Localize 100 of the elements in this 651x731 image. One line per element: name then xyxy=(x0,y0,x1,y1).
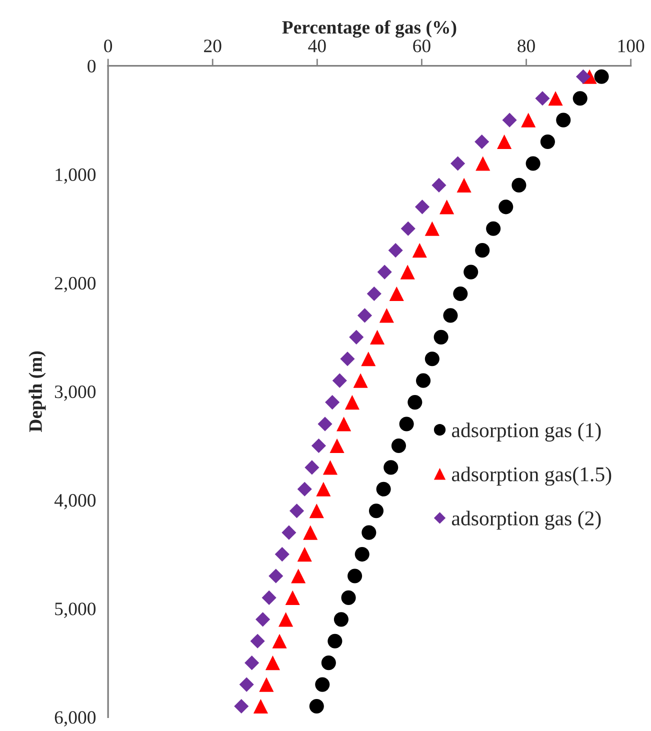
point xyxy=(250,634,265,648)
point xyxy=(309,504,324,518)
point xyxy=(576,69,591,84)
point xyxy=(512,178,526,192)
point xyxy=(556,112,571,128)
point xyxy=(357,308,372,323)
point xyxy=(259,677,274,692)
point xyxy=(328,634,342,648)
point xyxy=(379,308,394,323)
y-axis-title: Depth (m) xyxy=(28,351,46,432)
point xyxy=(268,568,284,584)
point xyxy=(497,134,512,150)
point xyxy=(289,504,304,518)
legend-label: adsorption gas (1) xyxy=(452,422,601,442)
point xyxy=(498,200,514,214)
point xyxy=(535,91,550,106)
point xyxy=(282,525,296,540)
point xyxy=(376,482,391,496)
point xyxy=(502,112,517,128)
point xyxy=(408,395,422,410)
point xyxy=(316,482,331,496)
point xyxy=(416,373,431,388)
point xyxy=(391,438,406,454)
point xyxy=(388,243,403,258)
point xyxy=(475,243,490,258)
x-tick-label: 20 xyxy=(204,40,222,52)
point xyxy=(412,243,427,258)
point xyxy=(318,416,332,432)
point xyxy=(297,546,312,562)
y-tick-label: 6,000 xyxy=(54,711,96,726)
point xyxy=(244,656,260,670)
point xyxy=(361,352,376,366)
point xyxy=(253,698,268,714)
point xyxy=(389,286,404,302)
point xyxy=(291,568,306,584)
point xyxy=(354,546,370,562)
y-tick-label: 4,000 xyxy=(54,494,96,510)
point xyxy=(474,134,490,150)
point xyxy=(344,395,360,410)
point xyxy=(548,91,563,106)
point xyxy=(443,308,458,323)
point xyxy=(450,156,466,171)
point xyxy=(377,264,392,280)
point xyxy=(476,156,490,171)
y-tick-label: 0 xyxy=(88,60,96,72)
point xyxy=(464,264,478,280)
point xyxy=(348,568,362,584)
point xyxy=(526,156,540,171)
point xyxy=(341,590,356,605)
point xyxy=(334,612,348,627)
point xyxy=(486,221,501,236)
point xyxy=(424,352,440,366)
y-tick-label: 1,000 xyxy=(56,168,96,184)
point xyxy=(424,221,440,236)
y-tick-label: 5,000 xyxy=(55,602,96,618)
point xyxy=(353,373,368,388)
point xyxy=(440,200,454,214)
point xyxy=(278,612,294,627)
point xyxy=(572,91,588,106)
point xyxy=(368,504,384,518)
point xyxy=(330,438,344,454)
point xyxy=(384,460,398,475)
point xyxy=(322,460,338,475)
x-tick-label: 100 xyxy=(618,40,644,52)
x-tick-label: 80 xyxy=(518,40,535,52)
point xyxy=(256,612,270,627)
point xyxy=(366,286,382,302)
point xyxy=(315,677,330,692)
point xyxy=(400,221,416,236)
point xyxy=(521,112,536,128)
point xyxy=(456,178,472,192)
point xyxy=(321,656,336,670)
point xyxy=(434,330,448,344)
point xyxy=(262,590,276,605)
point xyxy=(311,438,326,454)
point xyxy=(414,200,430,214)
x-tick-label: 60 xyxy=(413,40,430,52)
point xyxy=(265,656,280,670)
point xyxy=(400,264,415,280)
point xyxy=(594,69,609,84)
point xyxy=(239,677,254,692)
point xyxy=(325,395,340,410)
point xyxy=(274,546,290,562)
point xyxy=(370,330,385,344)
point xyxy=(303,525,318,540)
point xyxy=(399,416,414,432)
x-tick-label: 40 xyxy=(308,40,326,52)
point xyxy=(309,698,324,714)
point xyxy=(540,134,555,150)
point xyxy=(336,416,352,432)
point xyxy=(362,525,376,540)
point xyxy=(340,352,355,366)
point xyxy=(332,373,347,388)
y-tick-label: 2,000 xyxy=(54,276,96,292)
point xyxy=(297,482,312,496)
legend-label: adsorption gas (2) xyxy=(452,510,601,530)
legend-label: adsorption gas(1.5) xyxy=(452,466,612,486)
point xyxy=(432,178,446,192)
point xyxy=(272,634,287,648)
y-tick-label: 3,000 xyxy=(54,385,96,401)
